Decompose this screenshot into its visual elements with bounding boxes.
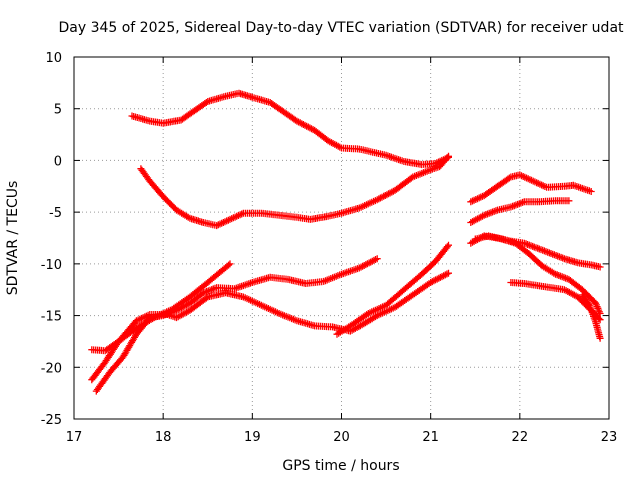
x-tick-label: 18 — [155, 430, 172, 445]
x-tick-label: 19 — [244, 430, 261, 445]
series-s3 — [88, 260, 234, 384]
series-markers — [92, 255, 381, 395]
series-s7 — [467, 171, 595, 206]
x-tick-label: 20 — [333, 430, 350, 445]
series-s12 — [578, 291, 604, 342]
x-tick-label: 23 — [601, 430, 618, 445]
x-tick-label: 21 — [422, 430, 439, 445]
y-tick-label: -25 — [41, 413, 62, 428]
y-tick-label: -10 — [41, 258, 62, 273]
y-tick-label: 10 — [45, 51, 62, 66]
series-markers — [128, 89, 452, 169]
series-markers — [333, 241, 452, 338]
y-tick-label: -15 — [41, 310, 62, 325]
series-markers — [88, 260, 234, 384]
y-tick-label: 5 — [54, 103, 62, 118]
series-s10 — [471, 232, 604, 317]
series-markers — [467, 171, 595, 206]
series-markers — [467, 232, 604, 271]
plot-frame — [73, 56, 610, 420]
x-axis-label: GPS time / hours — [282, 458, 399, 474]
data-points — [88, 89, 604, 395]
series-markers — [467, 197, 573, 226]
grid — [74, 57, 609, 419]
series-s1 — [128, 89, 452, 169]
series-s9 — [467, 232, 604, 271]
series-s2 — [137, 152, 452, 230]
series-markers — [578, 291, 604, 342]
series-markers — [137, 152, 452, 230]
chart-title: Day 345 of 2025, Sidereal Day-to-day VTE… — [58, 20, 624, 36]
series-s4 — [88, 269, 452, 355]
series-s8 — [467, 197, 573, 226]
y-axis-label: SDTVAR / TECUs — [5, 181, 21, 296]
y-tick-label: -5 — [49, 206, 62, 221]
series-s5 — [92, 255, 381, 395]
series-s6 — [333, 241, 452, 338]
series-markers — [88, 269, 452, 355]
y-tick-label: -20 — [41, 361, 62, 376]
series-markers — [471, 232, 604, 317]
axis-ticks: 17 18 19 20 21 22 23 -25 -20 -15 -10 -5 0 5 10 — [41, 51, 618, 445]
x-tick-label: 17 — [66, 430, 83, 445]
x-tick-label: 22 — [512, 430, 529, 445]
y-tick-label: 0 — [54, 154, 62, 169]
